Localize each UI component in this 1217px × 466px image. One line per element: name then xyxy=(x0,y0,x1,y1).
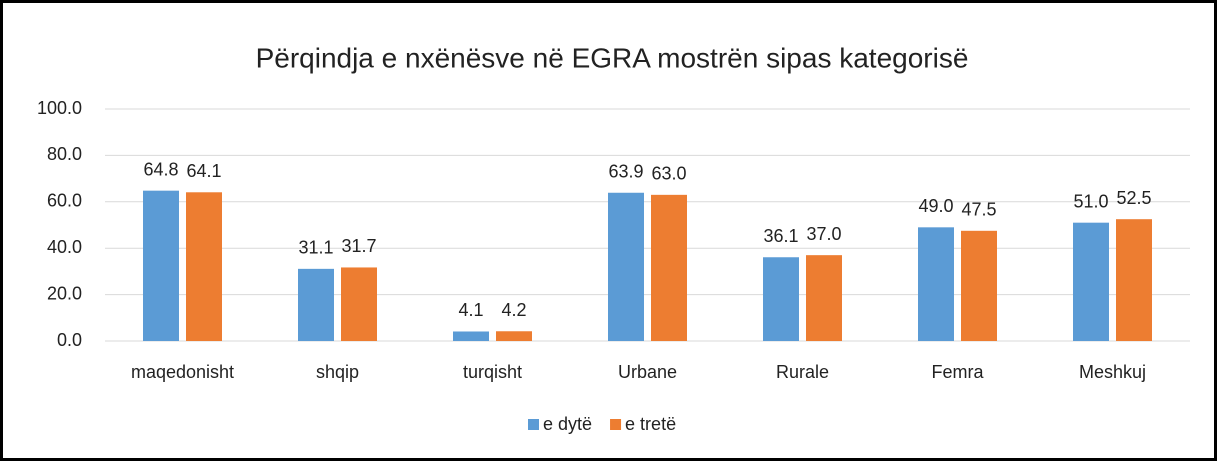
value-label: 4.2 xyxy=(501,300,526,320)
x-tick-label: Rurale xyxy=(776,362,829,382)
value-label: 51.0 xyxy=(1073,191,1108,211)
y-tick-label: 40.0 xyxy=(47,237,82,257)
bar xyxy=(341,267,377,341)
y-tick-label: 100.0 xyxy=(37,98,82,118)
bar xyxy=(961,230,997,341)
y-tick-label: 80.0 xyxy=(47,144,82,164)
value-label: 64.1 xyxy=(186,161,221,181)
value-label: 63.9 xyxy=(608,162,643,182)
y-tick-label: 0.0 xyxy=(57,330,82,350)
legend-swatch xyxy=(528,419,539,430)
value-label: 47.5 xyxy=(961,200,996,220)
bar xyxy=(496,331,532,341)
x-tick-label: Urbane xyxy=(618,362,677,382)
x-tick-label: Meshkuj xyxy=(1079,362,1146,382)
bar xyxy=(651,194,687,341)
legend-label: e tretë xyxy=(625,414,676,434)
chart-title: Përqindja e nxënësve në EGRA mostrën sip… xyxy=(256,42,969,73)
legend-swatch xyxy=(610,419,622,430)
value-label: 37.0 xyxy=(806,224,841,244)
y-tick-label: 60.0 xyxy=(47,191,82,211)
value-label: 64.8 xyxy=(143,159,178,179)
y-tick-label: 20.0 xyxy=(47,283,82,303)
bar xyxy=(453,331,489,341)
bar xyxy=(143,190,179,341)
x-tick-label: shqip xyxy=(316,362,359,382)
value-label: 36.1 xyxy=(763,226,798,246)
bar xyxy=(806,255,842,341)
legend-label: e dytë xyxy=(543,414,592,434)
bar xyxy=(608,192,644,341)
value-label: 49.0 xyxy=(918,196,953,216)
bar xyxy=(1116,219,1152,341)
value-label: 52.5 xyxy=(1116,188,1151,208)
bar xyxy=(186,192,222,341)
value-label: 31.1 xyxy=(298,238,333,258)
bar xyxy=(763,257,799,341)
bar xyxy=(1073,222,1109,341)
bar xyxy=(298,268,334,341)
x-tick-label: Femra xyxy=(931,362,984,382)
x-tick-label: maqedonisht xyxy=(131,362,234,382)
value-label: 63.0 xyxy=(651,164,686,184)
value-label: 4.1 xyxy=(458,300,483,320)
value-label: 31.7 xyxy=(341,236,376,256)
x-tick-label: turqisht xyxy=(463,362,522,382)
bar xyxy=(918,227,954,341)
